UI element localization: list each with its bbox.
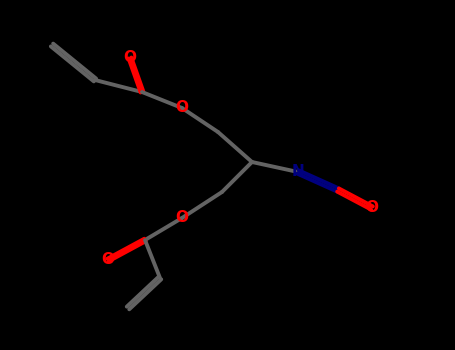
- Text: O: O: [123, 50, 136, 65]
- Text: O: O: [101, 252, 115, 267]
- Text: O: O: [176, 210, 188, 225]
- Text: N: N: [292, 164, 304, 180]
- Text: O: O: [365, 201, 379, 216]
- Text: O: O: [176, 100, 188, 116]
